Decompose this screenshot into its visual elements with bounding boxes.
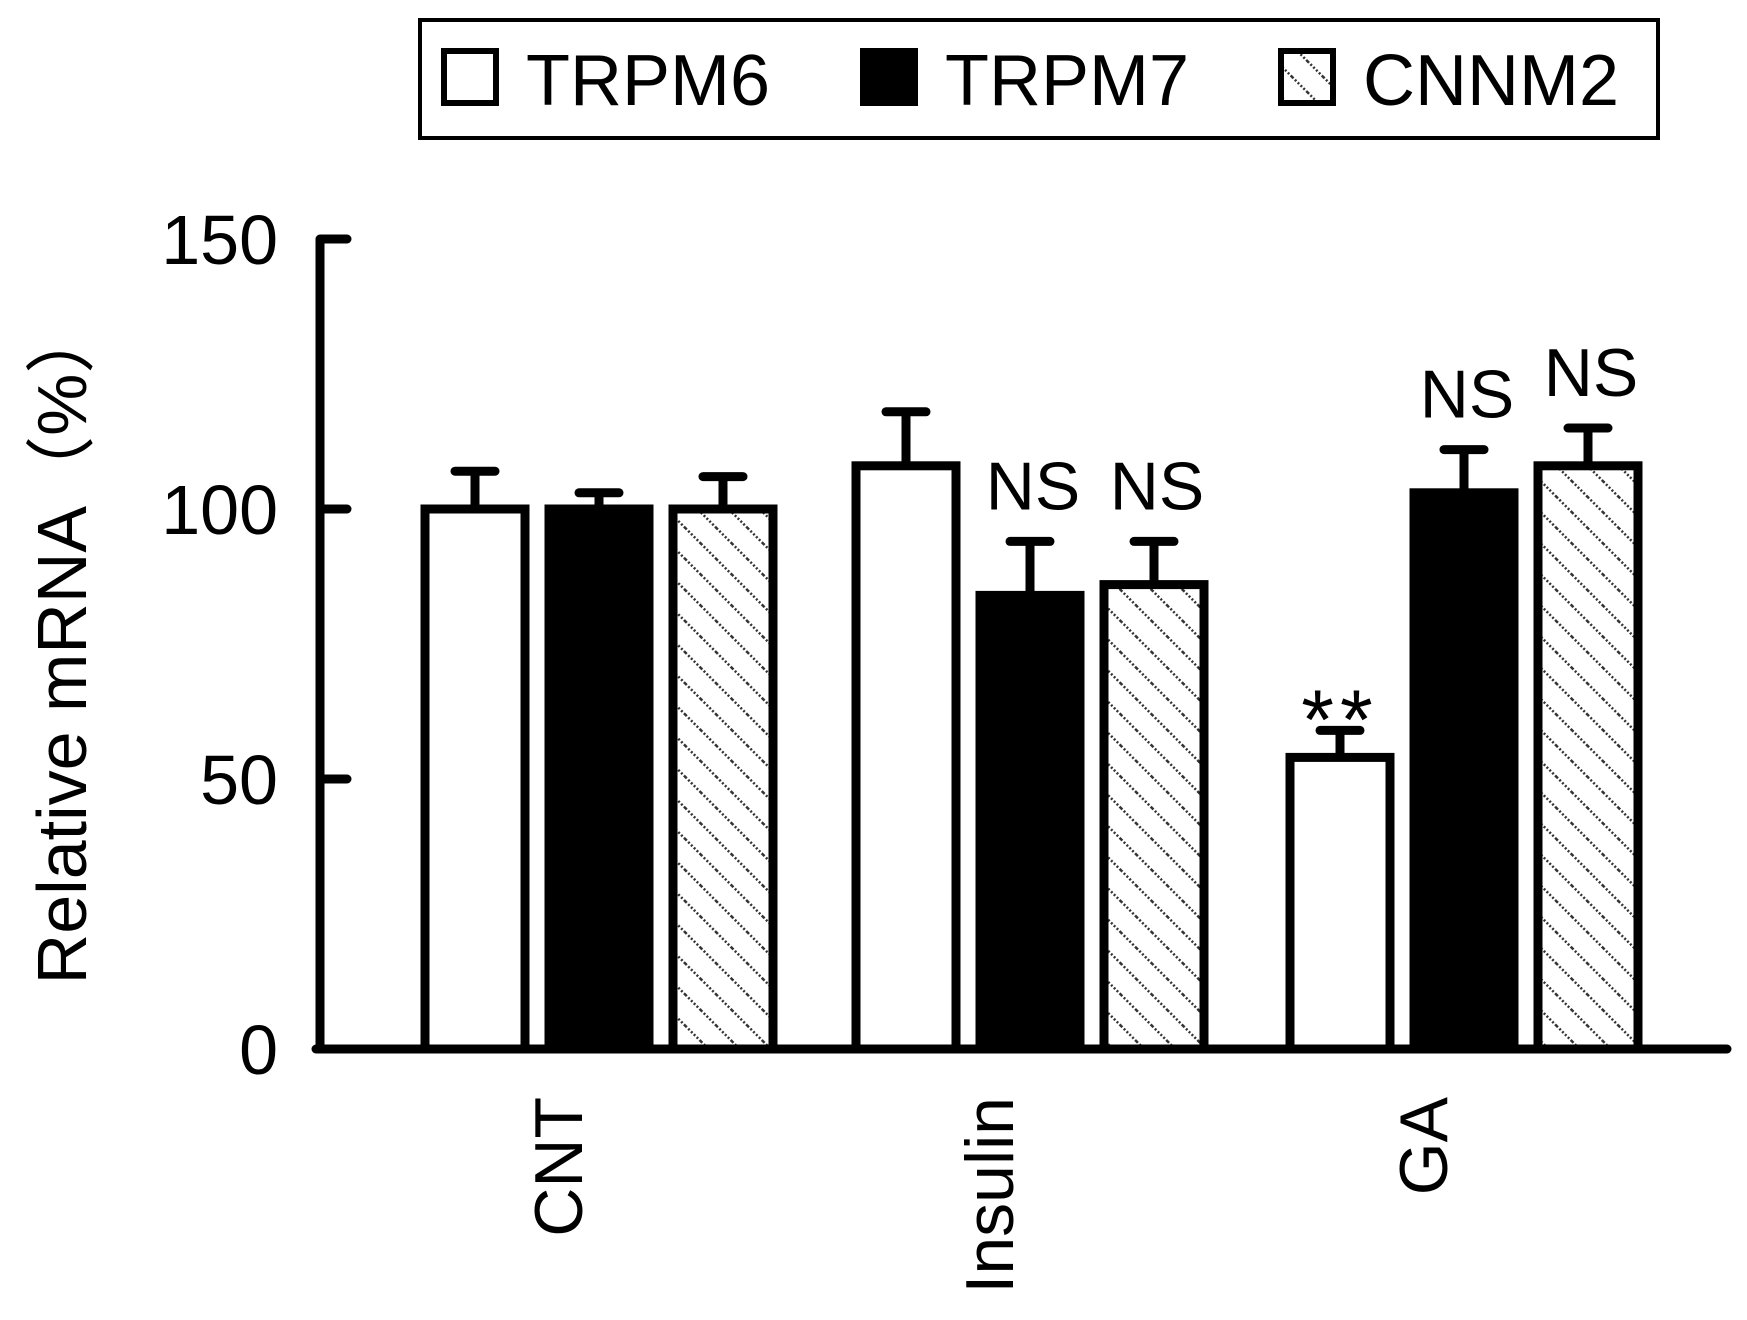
significance-label: NS (1544, 335, 1638, 411)
x-tick-label: CNT (521, 1097, 597, 1237)
x-tick-label: Insulin (952, 1097, 1028, 1294)
bar-trpm7-ga (1409, 488, 1519, 1054)
bar-trpm7-cnt (544, 504, 654, 1054)
bar-cnnm2-cnt (668, 504, 778, 1054)
bar-cnnm2-ga (1533, 461, 1643, 1054)
legend-box (418, 18, 1660, 140)
legend-label-trpm6: TRPM6 (526, 41, 770, 121)
legend-swatch-trpm7 (860, 48, 918, 106)
y-axis-title: Relative mRNA（%） (23, 304, 101, 985)
significance-label: NS (986, 448, 1080, 524)
bar-trpm6-cnt (420, 504, 530, 1054)
y-tick-label: 100 (161, 471, 278, 549)
bar-trpm6-insulin (851, 461, 961, 1054)
x-tick-label: GA (1386, 1096, 1462, 1195)
legend-swatch-cnnm2 (1278, 48, 1336, 106)
bar-cnnm2-insulin (1099, 580, 1209, 1054)
y-tick-label: 0 (239, 1011, 278, 1089)
significance-label: NS (1420, 357, 1514, 433)
significance-label: ** (1301, 672, 1378, 766)
significance-label: NS (1110, 448, 1204, 524)
bar-trpm6-ga (1285, 752, 1395, 1054)
bar-trpm7-insulin (975, 590, 1085, 1054)
legend-label-trpm7: TRPM7 (945, 41, 1189, 121)
legend-label-cnnm2: CNNM2 (1363, 41, 1619, 121)
y-tick-label: 150 (161, 201, 278, 279)
y-tick-label: 50 (200, 741, 278, 819)
legend-swatch-trpm6 (441, 48, 499, 106)
